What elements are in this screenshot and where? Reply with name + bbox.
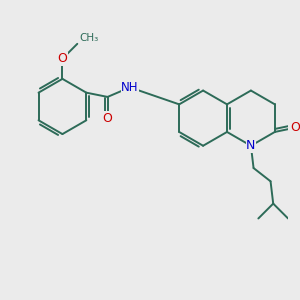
Text: O: O <box>103 112 112 125</box>
Text: CH₃: CH₃ <box>79 33 98 43</box>
Text: O: O <box>290 121 300 134</box>
Text: N: N <box>246 139 256 152</box>
Text: O: O <box>58 52 68 65</box>
Text: NH: NH <box>121 81 139 94</box>
